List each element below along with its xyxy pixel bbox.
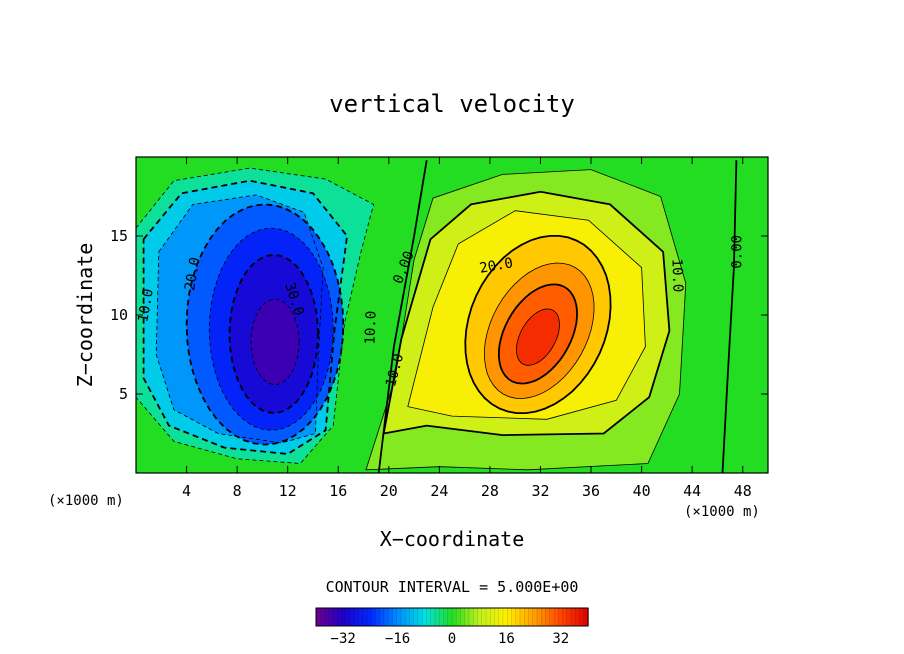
contour-line [497,283,578,385]
x-tick-label: 44 [683,482,701,500]
contour-line [185,203,345,446]
chart-title: vertical velocity [329,90,575,118]
colorbar-tick-label: 32 [552,631,569,647]
x-tick-label: 20 [380,482,398,500]
x-tick-label: 24 [430,482,448,500]
y-tick-label: 15 [110,227,128,245]
x-unit-label-right: (×1000 m) [684,504,760,520]
colorbar [315,607,589,627]
contour-line [250,298,300,385]
x-tick-label: 4 [182,482,191,500]
contour-interval-text: CONTOUR INTERVAL = 5.000E+00 [326,578,579,596]
x-tick-label: 40 [633,482,651,500]
contour-line [382,190,671,437]
x-tick-label: 32 [531,482,549,500]
y-tick-label: 10 [110,306,128,324]
contour-line [483,262,595,400]
x-tick-label: 48 [734,482,752,500]
colorbar-tick-label: −32 [331,631,356,647]
x-axis-label: X−coordinate [380,527,525,551]
contour-line [228,254,319,414]
colorbar-tick-label: 16 [498,631,515,647]
x-tick-label: 36 [582,482,600,500]
contour-line [464,234,612,415]
y-axis-label: Z−coordinate [73,243,97,388]
contour-line [208,227,334,431]
contour-label: 0.00 [730,235,746,269]
contour-label: 20.0 [182,256,204,292]
contour-fill [251,299,300,385]
x-tick-label: 28 [481,482,499,500]
contour-line [515,308,560,366]
contour-line [136,167,375,464]
x-tick-label: 16 [329,482,347,500]
y-tick-label: 5 [119,385,128,403]
contour-label: 20.0 [478,255,514,277]
zero-contour [377,160,428,473]
x-tick-label: 12 [279,482,297,500]
colorbar-tick-label: −16 [385,631,410,647]
contour-line [142,179,349,455]
x-tick-label: 8 [233,482,242,500]
contour-line [407,210,646,420]
plot-area [136,157,768,473]
contour-label: 10.0 [668,258,685,292]
contour-line [365,169,687,471]
colorbar-tick-label: 0 [448,631,456,647]
zero-contour [721,160,738,473]
x-unit-label-left: (×1000 m) [48,493,124,509]
contour-label: 10.0 [363,311,380,345]
contour-fill [516,308,560,366]
colorbar-frame [315,607,589,627]
